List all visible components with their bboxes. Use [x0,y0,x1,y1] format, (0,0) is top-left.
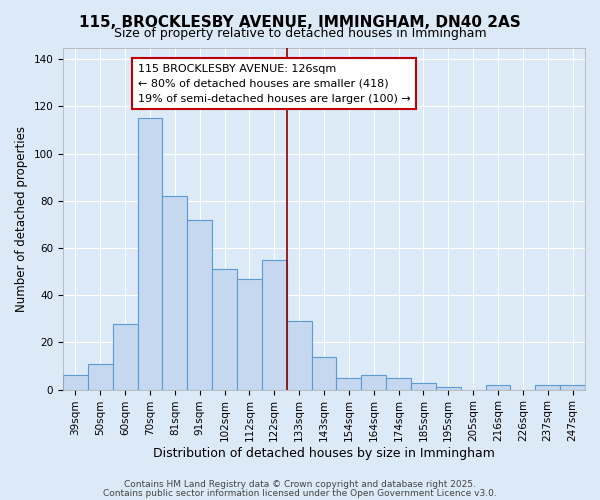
Text: Contains HM Land Registry data © Crown copyright and database right 2025.: Contains HM Land Registry data © Crown c… [124,480,476,489]
Bar [485,385,511,390]
Bar [212,270,237,390]
Bar [311,356,337,390]
Text: Contains public sector information licensed under the Open Government Licence v3: Contains public sector information licen… [103,488,497,498]
Y-axis label: Number of detached properties: Number of detached properties [15,126,28,312]
Bar [63,376,88,390]
Bar [113,324,137,390]
Bar [137,118,163,390]
Bar [187,220,212,390]
Bar [361,376,386,390]
X-axis label: Distribution of detached houses by size in Immingham: Distribution of detached houses by size … [153,447,495,460]
Text: Size of property relative to detached houses in Immingham: Size of property relative to detached ho… [113,28,487,40]
Bar [411,382,436,390]
Bar [337,378,361,390]
Bar [287,321,311,390]
Bar [535,385,560,390]
Text: 115 BROCKLESBY AVENUE: 126sqm
← 80% of detached houses are smaller (418)
19% of : 115 BROCKLESBY AVENUE: 126sqm ← 80% of d… [137,64,410,104]
Bar [436,387,461,390]
Bar [237,278,262,390]
Text: 115, BROCKLESBY AVENUE, IMMINGHAM, DN40 2AS: 115, BROCKLESBY AVENUE, IMMINGHAM, DN40 … [79,15,521,30]
Bar [560,385,585,390]
Bar [163,196,187,390]
Bar [262,260,287,390]
Bar [88,364,113,390]
Bar [386,378,411,390]
